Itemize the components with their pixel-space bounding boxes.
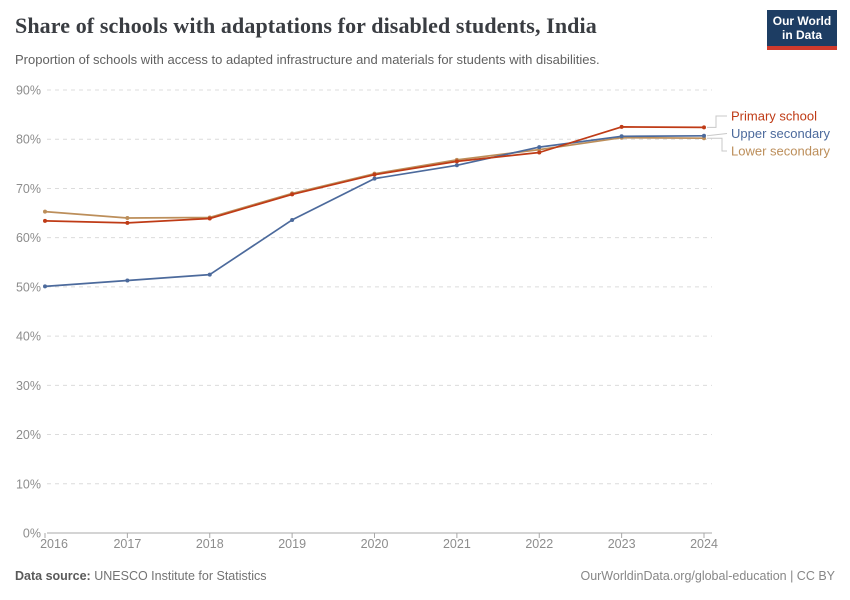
legend-connector-primary-school: [707, 115, 727, 128]
data-point-upper-secondary: [207, 272, 212, 277]
data-point-primary-school: [537, 150, 542, 155]
chart-subtitle: Proportion of schools with access to ada…: [15, 52, 600, 67]
y-tick-label: 50%: [16, 280, 41, 294]
x-tick-label: 2016: [40, 537, 68, 551]
data-point-primary-school: [290, 192, 295, 197]
page-title: Share of schools with adaptations for di…: [15, 13, 597, 38]
y-tick-label: 20%: [16, 428, 41, 442]
data-point-upper-secondary: [372, 176, 377, 181]
series-line-upper-secondary: [44, 134, 705, 288]
y-tick-label: 70%: [16, 182, 41, 196]
x-tick-label: 2019: [278, 537, 306, 551]
data-point-primary-school: [619, 124, 624, 129]
data-point-primary-school: [125, 220, 130, 225]
data-source-value: UNESCO Institute for Statistics: [94, 569, 267, 583]
legend-connector-upper-secondary: [706, 133, 728, 137]
data-point-upper-secondary: [454, 163, 459, 168]
legend-label-lower-secondary[interactable]: Lower secondary: [731, 144, 830, 159]
y-tick-label: 40%: [16, 330, 41, 344]
owid-logo-line1: Our World: [772, 14, 832, 28]
y-tick-label: 90%: [16, 84, 41, 98]
data-point-upper-secondary: [290, 217, 295, 222]
data-point-primary-school: [702, 125, 706, 130]
legend-label-upper-secondary[interactable]: Upper secondary: [731, 126, 830, 141]
legend-connector-lower-secondary: [707, 137, 727, 152]
y-tick-label: 0%: [23, 527, 41, 541]
y-tick-label: 80%: [16, 133, 41, 147]
x-tick-label: 2023: [608, 537, 636, 551]
data-point-upper-secondary: [702, 133, 706, 138]
data-point-primary-school: [43, 218, 47, 223]
data-point-primary-school: [207, 216, 212, 221]
line-chart-canvas[interactable]: 0% 10% 20% 30% 40% 50% 60% 70% 80% 90% 2016 2017 201…: [0, 80, 850, 570]
legend-label-primary-school[interactable]: Primary school: [731, 109, 817, 124]
chart-footer: Data source: UNESCO Institute for Statis…: [15, 569, 835, 583]
data-source: Data source: UNESCO Institute for Statis…: [15, 569, 267, 583]
x-tick-label: 2017: [113, 537, 141, 551]
y-tick-label: 60%: [16, 231, 41, 245]
owid-logo-line2: in Data: [781, 28, 822, 42]
data-point-upper-secondary: [43, 284, 47, 289]
y-tick-label: 10%: [16, 477, 41, 491]
x-tick-label: 2022: [525, 537, 553, 551]
data-point-upper-secondary: [125, 278, 130, 283]
data-point-lower-secondary: [125, 215, 130, 220]
owid-logo[interactable]: Our World in Data: [767, 10, 837, 50]
x-tick-label: 2024: [690, 537, 718, 551]
data-point-primary-school: [372, 172, 377, 177]
x-tick-label: 2020: [361, 537, 389, 551]
data-source-label: Data source:: [15, 569, 91, 583]
x-tick-label: 2018: [196, 537, 224, 551]
data-point-primary-school: [454, 159, 459, 164]
attribution-link[interactable]: OurWorldinData.org/global-education | CC…: [580, 569, 835, 583]
y-tick-label: 30%: [16, 379, 41, 393]
x-tick-label: 2021: [443, 537, 471, 551]
data-point-upper-secondary: [619, 134, 624, 139]
data-point-lower-secondary: [43, 209, 47, 214]
data-point-upper-secondary: [537, 145, 542, 150]
